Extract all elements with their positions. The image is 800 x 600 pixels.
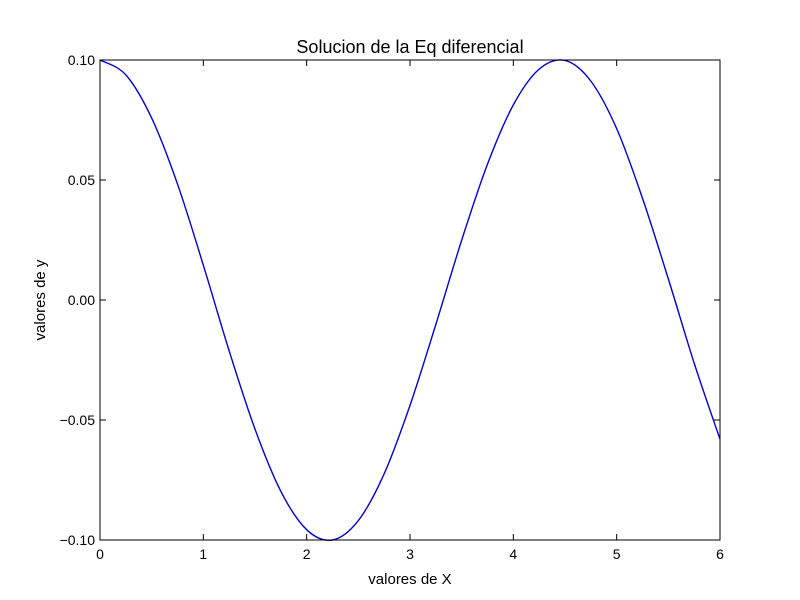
axis-ticks: 0 1 2 3 4 5 6 −0.10 −0.05 0.00 0.05 0.10	[60, 52, 725, 562]
y-axis-label: valores de y	[32, 259, 49, 340]
x-tick-label: 2	[303, 546, 311, 562]
x-tick-label: 5	[613, 546, 621, 562]
x-tick-label: 3	[406, 546, 414, 562]
x-tick-label: 6	[716, 546, 724, 562]
y-tick-label: −0.10	[60, 532, 96, 548]
y-tick-label: 0.00	[68, 292, 95, 308]
x-tick-label: 1	[199, 546, 207, 562]
x-axis-label: valores de X	[368, 571, 451, 588]
x-tick-label: 0	[96, 546, 104, 562]
y-tick-label: 0.10	[68, 52, 95, 68]
series-line	[99, 59, 721, 542]
chart-title: Solucion de la Eq diferencial	[296, 37, 523, 57]
y-tick-label: 0.05	[68, 172, 95, 188]
y-tick-label: −0.05	[60, 412, 96, 428]
plot-frame	[99, 59, 721, 541]
x-tick-label: 4	[509, 546, 517, 562]
